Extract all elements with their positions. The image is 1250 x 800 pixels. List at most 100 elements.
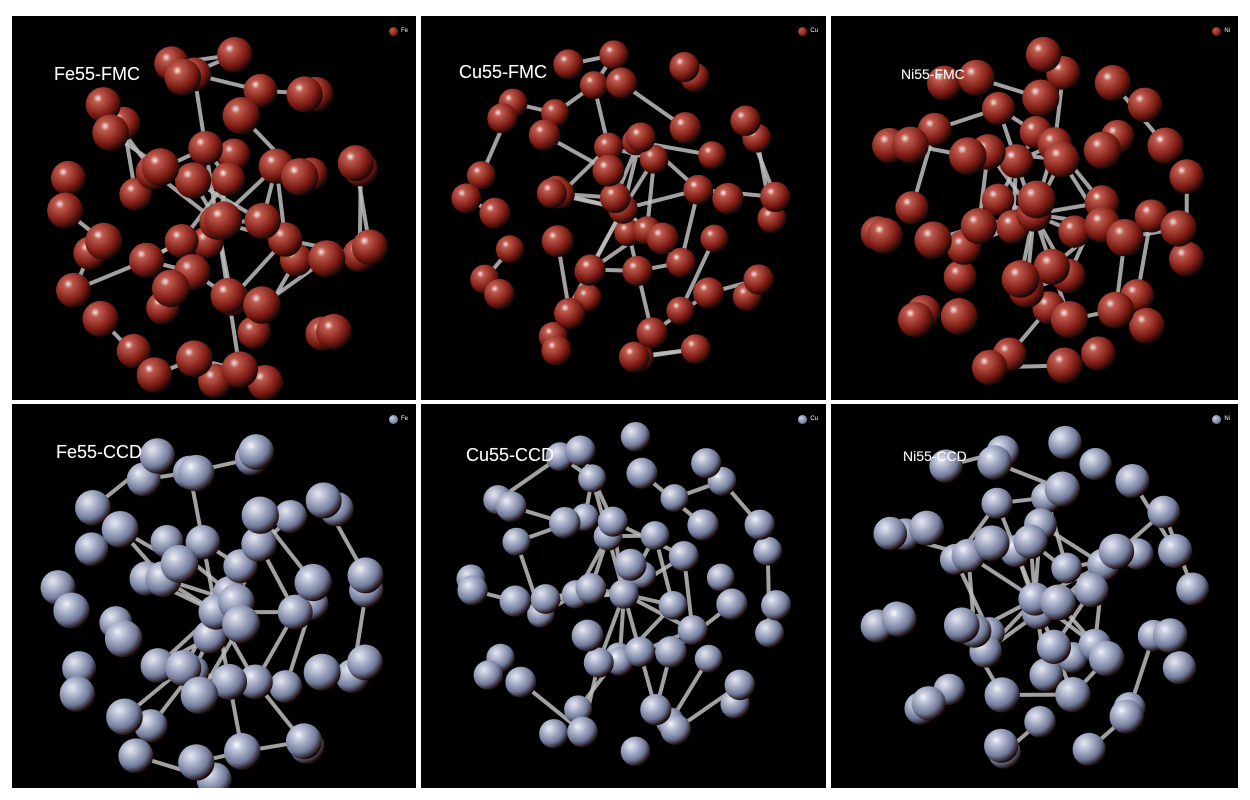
- atom: [487, 103, 518, 134]
- atom: [744, 509, 775, 540]
- atom: [1029, 658, 1064, 692]
- atom: [1115, 463, 1150, 499]
- atom: [706, 563, 735, 592]
- legend-label: Cu: [810, 416, 818, 422]
- panel-cu55-fmc: Cu55-FMC Cu: [421, 16, 826, 400]
- atom: [692, 277, 725, 309]
- atom: [1072, 732, 1106, 766]
- atom: [222, 97, 260, 135]
- atom: [973, 525, 1010, 562]
- atom: [622, 255, 653, 287]
- legend-label: Fe: [400, 416, 408, 422]
- legend: Ni: [1212, 413, 1230, 425]
- atom: [712, 182, 744, 215]
- panel-cu55-ccd: Cu55-CCD Cu: [421, 404, 826, 788]
- atom: [106, 698, 143, 736]
- atoms: [456, 422, 792, 767]
- atom: [640, 694, 672, 726]
- atom: [237, 315, 271, 349]
- atom: [730, 105, 761, 136]
- atom: [618, 341, 650, 373]
- atom: [984, 677, 1020, 713]
- atom: [1147, 127, 1184, 164]
- atom: [760, 181, 791, 212]
- atom: [1046, 347, 1083, 384]
- atom: [244, 202, 281, 240]
- atom: [1040, 584, 1077, 621]
- atom: [668, 541, 699, 572]
- atom: [971, 349, 1008, 386]
- panel-fe55-fmc: Fe55-FMC Fe: [12, 16, 416, 400]
- atom: [625, 122, 656, 153]
- atom: [337, 145, 374, 182]
- atom: [599, 182, 631, 214]
- atom: [473, 660, 504, 690]
- atom: [243, 286, 281, 324]
- atoms: [47, 37, 388, 400]
- atom: [286, 76, 323, 113]
- atoms: [860, 425, 1210, 769]
- atom: [943, 607, 980, 643]
- atom: [579, 71, 609, 100]
- atom: [241, 526, 277, 562]
- atom: [1106, 218, 1144, 257]
- atom: [554, 297, 586, 330]
- atom: [646, 222, 679, 255]
- atom: [1043, 141, 1080, 178]
- atom: [1162, 651, 1197, 685]
- atom: [308, 240, 346, 278]
- atom: [351, 229, 388, 266]
- atom: [1088, 640, 1125, 677]
- atom: [53, 592, 90, 629]
- atom: [294, 563, 332, 602]
- atom: [1022, 79, 1060, 117]
- atom: [660, 484, 689, 512]
- atom: [698, 141, 727, 170]
- atom: [1044, 471, 1080, 507]
- atom: [164, 58, 202, 96]
- atom: [56, 272, 91, 308]
- atom: [669, 112, 702, 144]
- atom: [755, 618, 784, 648]
- atom: [724, 669, 756, 701]
- atom: [223, 733, 261, 770]
- atom: [211, 162, 246, 197]
- atom: [347, 557, 384, 594]
- legend-atom-icon: [1212, 414, 1222, 424]
- atom: [277, 594, 313, 630]
- atom: [1147, 495, 1181, 529]
- atom: [118, 738, 154, 774]
- panel-ni55-fmc: Ni55-FMC Ni: [831, 16, 1238, 400]
- atom: [1081, 336, 1116, 371]
- atom: [484, 279, 515, 310]
- atom: [139, 438, 175, 474]
- atom: [160, 545, 199, 583]
- atom: [1033, 248, 1070, 285]
- atom: [565, 435, 596, 466]
- atom: [151, 269, 190, 308]
- atom: [609, 579, 639, 609]
- atom: [594, 132, 623, 162]
- atom: [700, 224, 729, 253]
- atom: [575, 573, 607, 604]
- legend-label: Ni: [1224, 28, 1230, 34]
- atom: [269, 670, 303, 704]
- atom: [243, 73, 278, 108]
- atom: [280, 158, 319, 196]
- atom: [273, 499, 308, 534]
- atom: [539, 719, 569, 749]
- atom: [691, 448, 722, 479]
- legend-label: Fe: [400, 28, 408, 34]
- atom: [347, 644, 383, 681]
- atom: [753, 536, 783, 566]
- atom: [499, 585, 531, 617]
- atom: [75, 490, 111, 526]
- atom: [999, 144, 1034, 179]
- atom: [926, 65, 962, 101]
- atom: [761, 590, 792, 621]
- atom: [528, 119, 561, 151]
- atom: [1051, 552, 1082, 584]
- atom: [221, 351, 259, 388]
- atom: [1083, 131, 1122, 170]
- atom: [101, 510, 139, 548]
